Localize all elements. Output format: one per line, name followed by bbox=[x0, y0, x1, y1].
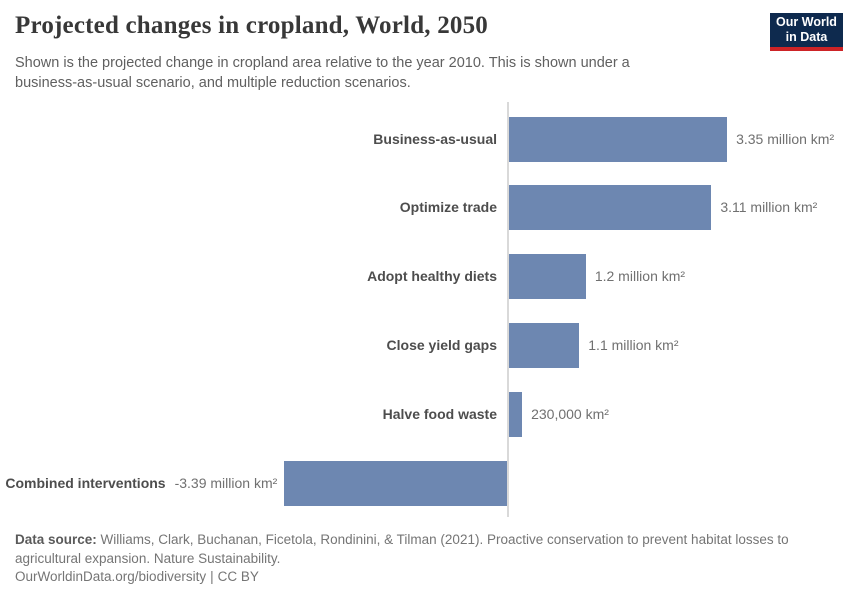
data-source-note: Data source: Williams, Clark, Buchanan, … bbox=[15, 531, 837, 568]
zero-axis-line bbox=[507, 102, 509, 517]
data-source-text: Williams, Clark, Buchanan, Ficetola, Ron… bbox=[15, 532, 789, 566]
owid-url-link[interactable]: OurWorldinData.org/biodiversity bbox=[15, 569, 207, 584]
value-label: 230,000 km² bbox=[531, 405, 609, 422]
value-label: 1.2 million km² bbox=[594, 268, 686, 285]
category-label: Halve food waste bbox=[382, 405, 497, 422]
footer-separator: | bbox=[210, 569, 214, 584]
owid-logo[interactable]: Our World in Data bbox=[770, 13, 843, 51]
owid-logo-line2: in Data bbox=[785, 30, 828, 44]
data-source-label: Data source: bbox=[15, 532, 97, 547]
value-label: 3.11 million km² bbox=[720, 199, 818, 216]
bar[interactable] bbox=[507, 254, 586, 300]
chart-subtitle: Shown is the projected change in croplan… bbox=[15, 55, 630, 91]
page-title: Projected changes in cropland, World, 20… bbox=[15, 12, 488, 39]
value-label: -3.39 million km² bbox=[174, 474, 278, 491]
bar[interactable] bbox=[507, 116, 728, 162]
category-label: Optimize trade bbox=[399, 199, 497, 216]
category-label: Business-as-usual bbox=[373, 130, 497, 147]
value-label: 3.35 million km² bbox=[736, 130, 835, 147]
footer-credit: OurWorldinData.org/biodiversity | CC BY bbox=[15, 569, 259, 584]
bar[interactable] bbox=[507, 391, 523, 437]
category-label: Close yield gaps bbox=[386, 336, 497, 353]
bar[interactable] bbox=[507, 322, 580, 368]
owid-logo-line1: Our World bbox=[776, 15, 837, 29]
license-label: CC BY bbox=[217, 569, 259, 584]
bar[interactable] bbox=[507, 185, 712, 231]
category-label: Adopt healthy diets bbox=[367, 268, 497, 285]
category-label: Combined interventions bbox=[5, 474, 166, 491]
bar[interactable] bbox=[284, 460, 507, 506]
bar-chart: Business-as-usual 3.35 million km² Optimiz… bbox=[0, 102, 850, 517]
negative-bar-labels: Combined interventions -3.39 million km² bbox=[5, 461, 277, 506]
value-label: 1.1 million km² bbox=[588, 336, 679, 353]
